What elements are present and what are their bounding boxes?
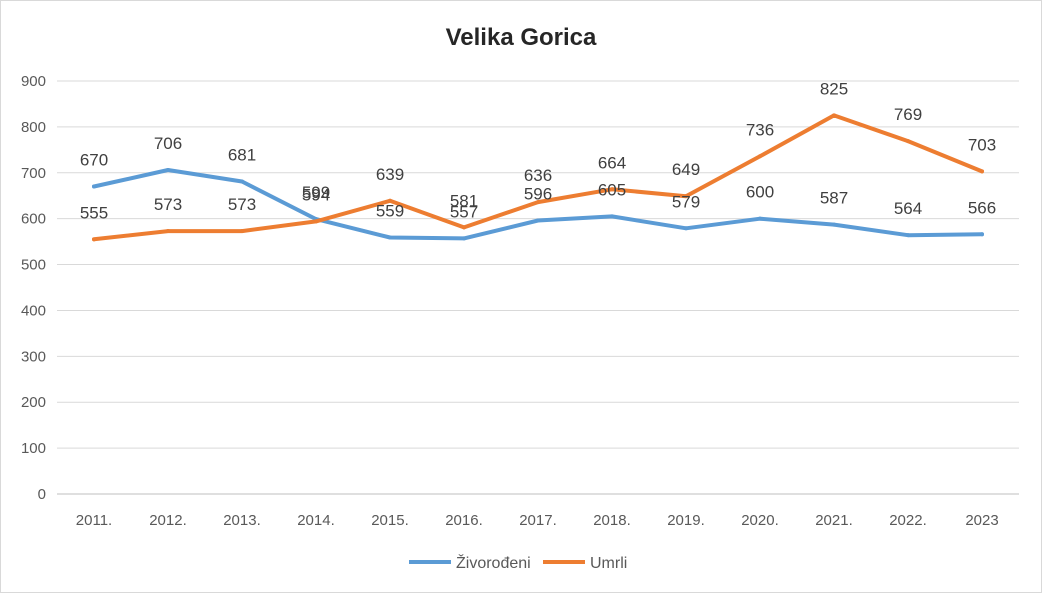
y-tick-label: 500 [21,257,46,274]
data-label: 639 [376,165,404,184]
x-tick-label: 2018. [593,512,631,529]
x-tick-label: 2021. [815,512,853,529]
data-point [980,169,984,174]
data-point [832,113,836,118]
data-label: 587 [820,189,848,208]
data-label: 573 [228,195,256,214]
data-point [240,179,244,184]
data-point [462,236,466,241]
data-labels: 670 706 681 599 559 557 596 605 579 600 587 564 566 5… [80,79,996,222]
data-label: 649 [672,160,700,179]
y-tick-label: 400 [21,302,46,319]
data-point [314,219,318,224]
x-tick-label: 2022. [889,512,927,529]
gridlines [57,80,1019,495]
x-tick-label: 2019. [667,512,705,529]
data-label: 557 [450,202,478,221]
data-label: 555 [80,203,108,222]
x-tick-label: 2013. [223,512,261,529]
data-point [758,154,762,159]
data-label: 566 [968,198,996,217]
data-label: 703 [968,135,996,154]
data-label: 769 [894,105,922,124]
data-point [536,200,540,205]
y-tick-label: 800 [21,119,46,136]
data-label: 664 [598,153,626,172]
data-label: 559 [376,201,404,220]
data-point [684,194,688,199]
data-label: 594 [302,185,330,204]
x-tick-label: 2012. [149,512,187,529]
x-tick-label: 2014. [297,512,335,529]
x-tick-label: 2017. [519,512,557,529]
data-label: 599 [302,183,330,202]
data-point [166,229,170,234]
data-point [980,232,984,237]
data-point [92,184,96,189]
data-label: 706 [154,134,182,153]
x-tick-label: 2015. [371,512,409,529]
series-lines [92,113,984,242]
legend-label-zivorodeni: Živorođeni [456,553,531,572]
x-tick-label: 2011. [76,512,112,529]
data-point [610,187,614,192]
data-label: 681 [228,145,256,164]
y-tick-label: 300 [21,348,46,365]
data-point [610,214,614,219]
data-label: 825 [820,79,848,98]
x-tick-label: 2023 [965,512,998,529]
data-label: 596 [524,185,552,204]
data-point [92,237,96,242]
data-point [906,139,910,144]
data-label: 581 [450,191,478,210]
y-axis-ticks: 0 100 200 300 400 500 600 700 800 900 [21,73,46,503]
data-point [388,198,392,203]
data-label: 600 [746,183,774,202]
data-point [684,226,688,231]
y-tick-label: 100 [21,440,46,457]
chart-title: Velika Gorica [446,24,597,51]
x-tick-label: 2020. [741,512,779,529]
data-point [832,222,836,227]
data-point [240,229,244,234]
data-point [536,218,540,223]
data-point [758,216,762,221]
data-label: 579 [672,192,700,211]
legend-label-umrli: Umrli [590,555,627,572]
data-point [166,168,170,173]
y-tick-label: 900 [21,73,46,90]
data-label: 605 [598,180,626,199]
data-point [906,233,910,238]
data-label: 670 [80,151,108,170]
data-point [462,225,466,230]
data-label: 736 [746,120,774,139]
data-label: 636 [524,166,552,185]
x-tick-label: 2016. [445,512,483,529]
y-tick-label: 700 [21,165,46,182]
x-axis-ticks: 2011. 2012. 2013. 2014. 2015. 2016. 2017. 2018.… [76,512,999,529]
legend: Živorođeni Umrli [409,553,627,572]
y-tick-label: 600 [21,211,46,228]
y-tick-label: 200 [21,394,46,411]
data-label: 573 [154,195,182,214]
data-label: 564 [894,199,922,218]
y-tick-label: 0 [38,486,46,503]
data-point [388,235,392,240]
